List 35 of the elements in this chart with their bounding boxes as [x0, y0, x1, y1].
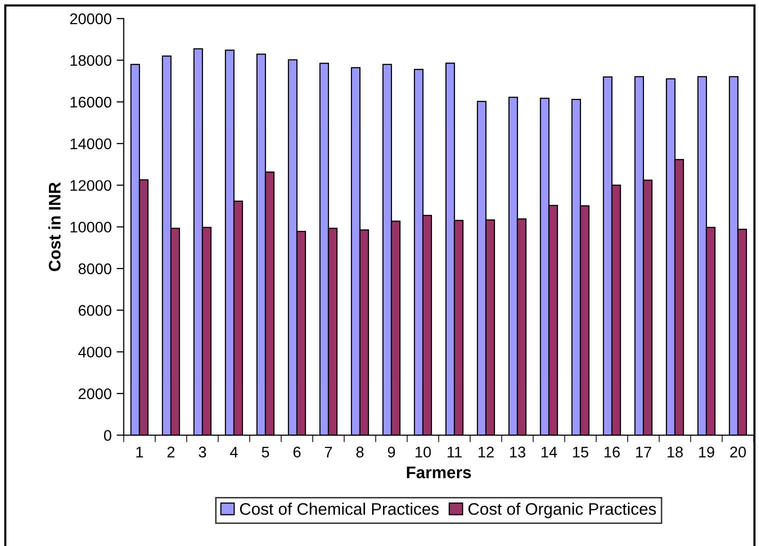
x-tick-label: 20 [730, 446, 746, 458]
x-tick-label: 10 [416, 446, 431, 458]
x-tick-label: 6 [293, 446, 301, 458]
x-tick-label: 12 [478, 446, 494, 458]
y-tick-label: 0 [104, 430, 112, 441]
x-tick-label: 2 [167, 446, 174, 458]
x-tick-label: 11 [448, 446, 462, 458]
legend-label: Cost of Chemical Practices [240, 502, 439, 515]
y-tick-label: 10000 [70, 222, 112, 233]
y-tick-label: 20000 [70, 13, 112, 24]
x-tick-label: 13 [510, 446, 526, 458]
x-tick-label: 19 [699, 446, 714, 458]
y-tick-label: 12000 [70, 180, 112, 191]
y-tick-label: 16000 [70, 96, 112, 108]
y-tick-label: 2000 [78, 388, 112, 400]
x-tick-label: 4 [230, 446, 238, 458]
y-tick-label: 14000 [70, 138, 112, 150]
x-tick-label: 14 [542, 446, 557, 458]
x-tick-label: 18 [668, 446, 683, 458]
y-tick-label: 8000 [78, 263, 112, 274]
x-tick-label: 8 [356, 446, 364, 458]
x-tick-label: 9 [388, 446, 395, 458]
x-tick-label: 17 [636, 446, 652, 458]
x-tick-label: 16 [604, 446, 620, 458]
y-axis-title: Cost in INR [48, 182, 61, 272]
y-tick-label: 4000 [78, 346, 112, 358]
x-tick-label: 15 [573, 446, 588, 458]
x-axis-title: Farmers [406, 466, 471, 478]
x-tick-label: 7 [324, 446, 332, 458]
y-tick-label: 18000 [70, 55, 112, 66]
y-tick-label: 6000 [78, 305, 112, 316]
x-tick-label: 5 [262, 446, 270, 458]
x-tick-label: 1 [136, 446, 143, 458]
x-tick-label: 3 [198, 446, 206, 458]
legend-label: Cost of Organic Practices [468, 502, 656, 518]
